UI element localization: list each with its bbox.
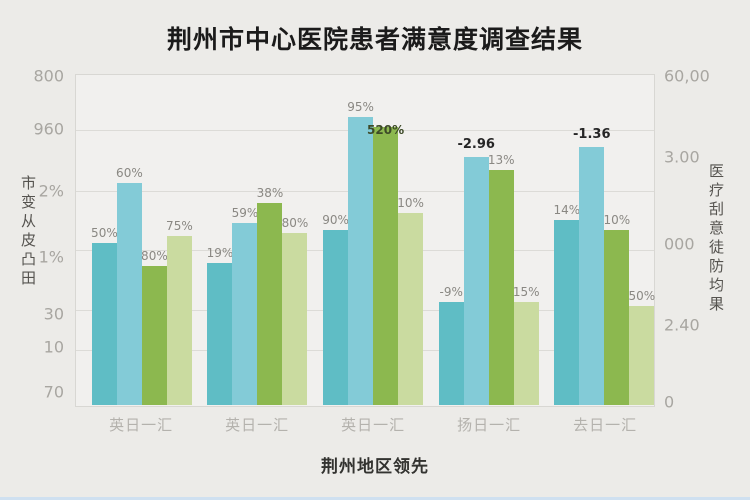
bar-value-label: 15% (512, 285, 540, 299)
bar-value-label: 10% (603, 213, 631, 227)
bar-value-label: 80% (281, 216, 309, 230)
left-axis-tick-label: 10 (43, 337, 64, 357)
x-axis-category-label: 英日一汇 (341, 416, 406, 434)
bar: 50% (628, 289, 655, 405)
plot-area: 50% 60% 80% 75% 19% 59% 38% 80% 90% 95% 520% 10% -9%… (75, 74, 655, 407)
right-axis-tick-label: 0 (664, 392, 675, 412)
bar: 90% (322, 213, 349, 405)
x-axis-category-label: 英日一汇 (109, 416, 174, 434)
right-axis-tick-label: 3.00 (664, 147, 700, 167)
bar: -9% (438, 285, 464, 405)
left-axis: 800 960 2% 1% 30 10 70 (10, 66, 70, 407)
bar-value-label: 10% (397, 196, 424, 210)
left-axis-tick-label: 2% (38, 181, 64, 201)
bar: 80% (282, 216, 308, 405)
bar: 60% (116, 166, 143, 405)
bar: 10% (397, 196, 424, 405)
left-axis-tick-label: 1% (38, 247, 64, 267)
bar-value-label: 60% (116, 166, 143, 180)
bar-value-label: 80% (141, 249, 168, 263)
left-axis-title: 市变从皮凸田 (19, 175, 37, 289)
right-axis: 60,00 3.00 000 2.40 0 (660, 66, 720, 411)
x-axis-category-label: 英日一汇 (225, 416, 290, 434)
bar: 75% (166, 219, 193, 405)
bar-value-label: 19% (206, 246, 234, 260)
bar: 13% (488, 153, 515, 405)
right-axis-title: 医疗刮意徒防均果 (707, 163, 725, 315)
bar-value-label: 75% (166, 219, 193, 233)
bar: 80% (141, 249, 168, 405)
left-axis-tick-label: 960 (33, 119, 64, 139)
bar-group: 50% 60% 80% 75% (91, 166, 193, 405)
right-axis-tick-label: 60,00 (664, 66, 710, 86)
bar-value-label: 14% (553, 203, 581, 217)
bar: 38% (257, 186, 283, 405)
bar-value-label: 38% (256, 186, 284, 200)
left-axis-tick-label: 800 (33, 66, 64, 86)
x-axis-category-label: 去日一汇 (573, 416, 638, 434)
right-axis-tick-label: 2.40 (664, 315, 700, 335)
left-axis-tick-label: 30 (43, 304, 64, 324)
bar-value-label: 95% (347, 100, 374, 114)
x-axis: 英日一汇 英日一汇 英日一汇 扬日一汇 去日一汇 (75, 414, 655, 436)
bar: -2.96 (457, 137, 495, 405)
bar-value-label: 520% (367, 123, 405, 137)
bar-group: 14% -1.36 10% 50% (553, 127, 655, 405)
bar-group: -9% -2.96 13% 15% (438, 137, 540, 405)
bar: 95% (347, 100, 374, 405)
bar-value-label: -2.96 (457, 137, 495, 152)
bar: 19% (207, 246, 233, 405)
right-axis-tick-label: 000 (664, 234, 695, 254)
bar: 10% (603, 213, 630, 405)
chart-caption: 荆州地区领先 (321, 457, 429, 477)
chart-title: 荆州市中心医院患者满意度调查结果 (166, 25, 583, 54)
bar-group: 19% 59% 38% 80% (207, 186, 308, 405)
bar: 14% (553, 203, 580, 405)
bar-value-label: 50% (91, 226, 118, 240)
bar: 520% (367, 123, 404, 405)
bar-value-label: 59% (231, 206, 259, 220)
bar-value-label: 50% (628, 289, 656, 303)
bar: -1.36 (573, 127, 611, 405)
bar: 59% (232, 206, 258, 405)
bar-value-label: -9% (439, 285, 463, 299)
bottom-accent-strip (0, 497, 750, 500)
bar: 50% (91, 226, 118, 405)
bar: 15% (513, 285, 540, 405)
bar-group: 90% 95% 520% 10% (322, 100, 424, 405)
bar-value-label: 90% (322, 213, 349, 227)
x-axis-category-label: 扬日一汇 (457, 416, 522, 434)
bar-value-label: 13% (487, 153, 515, 167)
bar-value-label: -1.36 (573, 127, 611, 142)
left-axis-tick-label: 70 (43, 382, 64, 402)
